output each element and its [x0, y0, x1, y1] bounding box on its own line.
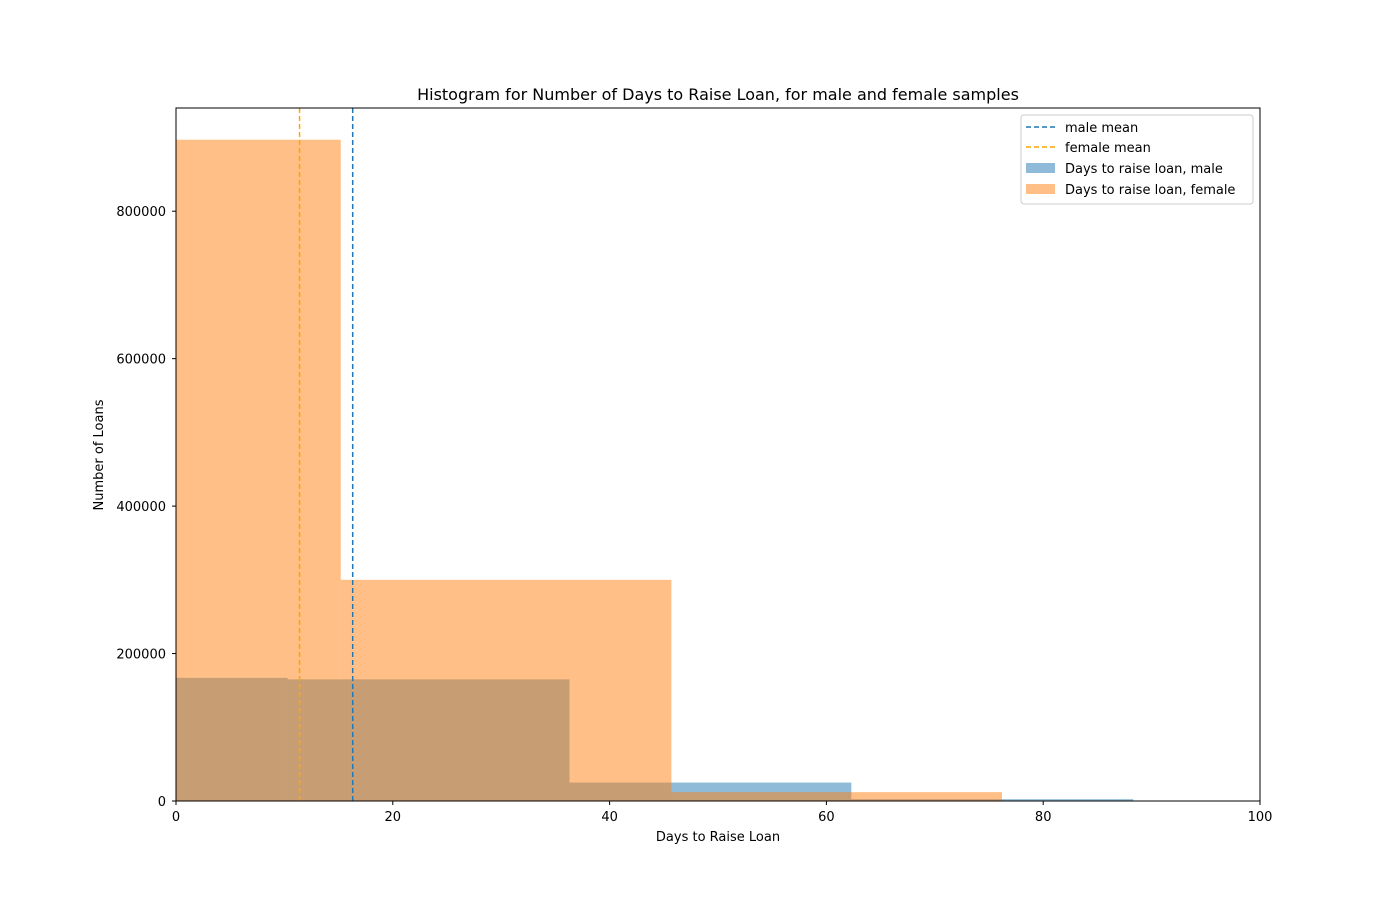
histogram-bar-female-2 — [671, 792, 1003, 801]
x-tick-label: 60 — [818, 810, 835, 825]
legend-male-swatch — [1026, 163, 1055, 173]
legend-box — [1020, 114, 1254, 205]
y-tick-label: 800000 — [116, 205, 166, 220]
y-tick-label: 200000 — [116, 648, 166, 663]
legend-female-mean-label: female mean — [1065, 141, 1151, 156]
y-axis-label: Number of Loans — [92, 399, 107, 510]
x-tick-label: 40 — [601, 810, 618, 825]
x-tick-label: 0 — [172, 810, 180, 825]
x-axis-label: Days to Raise Loan — [656, 830, 780, 845]
x-tick-label: 100 — [1248, 810, 1273, 825]
histogram-bar-female-1 — [340, 579, 672, 801]
legend: male mean female mean Days to raise loan… — [1020, 114, 1254, 205]
legend-male-label: Days to raise loan, male — [1065, 162, 1223, 177]
x-tick-label: 20 — [385, 810, 402, 825]
chart-title: Histogram for Number of Days to Raise Lo… — [417, 85, 1019, 104]
mean-lines-layer — [298, 108, 354, 801]
plot-frame — [175, 107, 1261, 802]
legend-male-mean-label: male mean — [1065, 121, 1138, 136]
legend-female-label: Days to raise loan, female — [1065, 183, 1235, 198]
y-tick-label: 600000 — [116, 353, 166, 368]
y-tick-label: 400000 — [116, 500, 166, 515]
bars-layer — [176, 139, 1260, 801]
histogram-bar-female-0 — [176, 139, 341, 801]
x-axis-ticks: 0 20 40 60 80 100 — [172, 801, 1273, 825]
y-axis-ticks: 0 200000 400000 600000 800000 — [116, 205, 176, 810]
y-tick-label: 0 — [158, 795, 166, 810]
legend-female-swatch — [1026, 184, 1055, 194]
x-tick-label: 80 — [1035, 810, 1052, 825]
